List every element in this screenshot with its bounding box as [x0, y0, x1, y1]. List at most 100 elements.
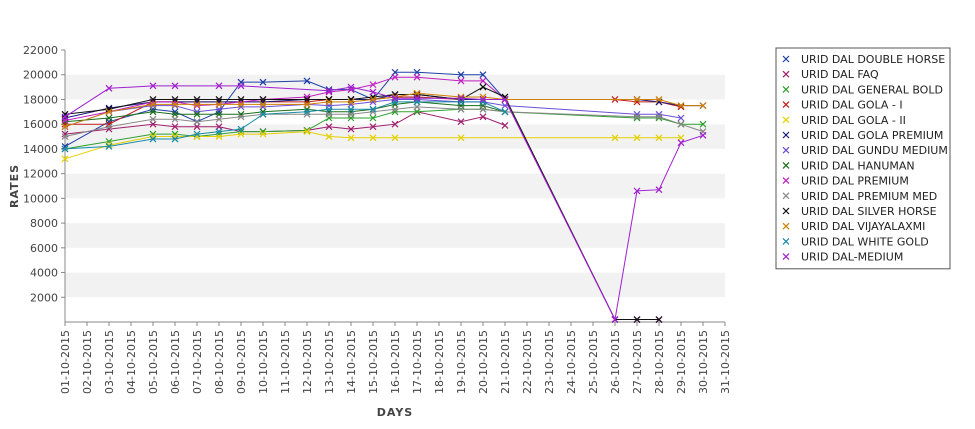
data-point-marker — [215, 115, 223, 123]
marker-stroke — [413, 108, 421, 116]
marker-stroke — [215, 82, 223, 90]
x-tick-label: 04-10-2015 — [125, 330, 138, 394]
series-line — [64, 131, 681, 160]
legend-label: URID DAL PREMIUM — [801, 175, 909, 188]
marker-stroke — [237, 128, 245, 136]
marker-stroke — [391, 134, 399, 142]
data-point-marker — [171, 115, 179, 123]
marker-stroke — [325, 86, 333, 93]
marker-stroke — [369, 81, 377, 89]
marker-stroke — [303, 128, 311, 136]
data-point-marker — [391, 134, 399, 142]
data-point-marker — [457, 134, 465, 142]
marker-stroke — [303, 96, 311, 103]
x-tick-label: 10-10-2015 — [257, 330, 270, 394]
marker-stroke — [782, 116, 790, 124]
data-point-marker — [237, 113, 245, 121]
marker-stroke — [215, 105, 223, 113]
data-point-marker — [391, 73, 399, 81]
marker-stroke — [193, 133, 201, 140]
data-point-marker — [479, 96, 487, 103]
marker-stroke — [369, 134, 377, 142]
data-point-marker — [457, 71, 465, 79]
data-point-marker — [413, 68, 421, 76]
data-point-marker — [347, 83, 355, 91]
marker-stroke — [105, 105, 113, 113]
data-point-marker — [611, 134, 619, 142]
data-point-marker — [677, 120, 685, 128]
legend-marker — [782, 146, 790, 154]
data-point-marker — [479, 113, 487, 121]
marker-stroke — [325, 110, 333, 118]
marker-stroke — [215, 115, 223, 123]
data-point-marker — [105, 123, 113, 131]
marker-stroke — [105, 120, 113, 128]
data-point-marker — [149, 100, 157, 108]
legend-label: URID DAL FAQ — [801, 68, 879, 81]
y-tick-label: 20000 — [23, 69, 58, 82]
marker-stroke — [655, 110, 663, 118]
marker-stroke — [61, 143, 69, 150]
data-point-marker — [369, 88, 377, 96]
data-point-marker — [677, 134, 685, 142]
data-point-marker — [677, 139, 685, 147]
legend-marker — [782, 55, 790, 63]
marker-stroke — [655, 96, 663, 103]
marker-stroke — [501, 96, 509, 103]
marker-stroke — [171, 123, 179, 131]
marker-stroke — [677, 103, 685, 111]
x-tick-label: 28-10-2015 — [653, 330, 666, 394]
data-point-marker — [369, 81, 377, 89]
marker-stroke — [105, 141, 113, 149]
y-tick-label: 2000 — [30, 291, 58, 304]
marker-stroke — [171, 82, 179, 90]
marker-stroke — [325, 98, 333, 106]
data-point-marker — [149, 82, 157, 90]
series-group — [61, 98, 509, 153]
data-point-marker — [237, 82, 245, 90]
data-point-marker — [479, 77, 487, 85]
data-point-marker — [105, 143, 113, 150]
marker-stroke — [149, 82, 157, 90]
x-tick-label: 02-10-2015 — [81, 330, 94, 394]
marker-stroke — [391, 96, 399, 103]
data-point-marker — [193, 123, 201, 131]
data-point-marker — [655, 96, 663, 103]
legend-item: URID DAL WHITE GOLD — [782, 235, 929, 248]
legend-item: URID DAL-MEDIUM — [782, 251, 903, 264]
data-point-marker — [61, 123, 69, 131]
marker-stroke — [61, 145, 69, 153]
x-tick-label: 08-10-2015 — [213, 330, 226, 394]
legend-label: URID DAL-MEDIUM — [801, 251, 903, 264]
data-point-marker — [457, 93, 465, 101]
y-tick-label: 4000 — [30, 267, 58, 280]
marker-stroke — [259, 100, 267, 108]
marker-stroke — [369, 93, 377, 101]
marker-stroke — [611, 316, 619, 323]
marker-stroke — [369, 108, 377, 116]
marker-stroke — [633, 96, 641, 103]
data-point-marker — [369, 114, 377, 122]
data-point-marker — [303, 93, 311, 101]
x-tick-label: 03-10-2015 — [103, 330, 116, 394]
series-group — [61, 89, 707, 131]
legend-item: URID DAL PREMIUM MED — [782, 190, 937, 203]
x-tick-label: 14-10-2015 — [345, 330, 358, 394]
marker-stroke — [105, 123, 113, 131]
marker-stroke — [782, 177, 790, 185]
grid-band — [65, 223, 725, 248]
marker-stroke — [149, 120, 157, 128]
x-tick-label: 26-10-2015 — [609, 330, 622, 394]
marker-stroke — [457, 118, 465, 126]
marker-stroke — [193, 118, 201, 126]
data-point-marker — [699, 131, 707, 139]
data-point-marker — [193, 96, 201, 103]
marker-stroke — [501, 108, 509, 116]
marker-stroke — [413, 103, 421, 111]
grid-band — [65, 272, 725, 298]
marker-stroke — [633, 113, 641, 121]
data-point-marker — [501, 96, 509, 103]
data-point-marker — [369, 96, 377, 103]
marker-stroke — [303, 77, 311, 85]
